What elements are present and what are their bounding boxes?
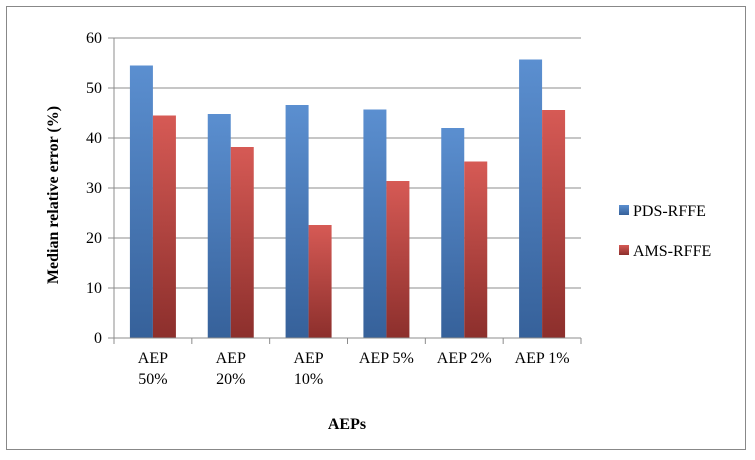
x-tick-labels: AEP 50% AEP 20% AEP 10% AEP 5% AEP 2% AEP 1%	[138, 350, 570, 388]
bar-ams-rffe-2	[308, 225, 332, 338]
x-tick-label: 20%	[216, 371, 245, 388]
x-tick-label: AEP	[216, 350, 246, 367]
bar-pds-rffe-2	[285, 105, 309, 338]
x-tick-label: 10%	[294, 371, 323, 388]
x-tick-label: AEP 1%	[515, 350, 570, 367]
gridlines	[108, 37, 581, 339]
x-tick-label: AEP	[293, 350, 323, 367]
y-tick-label: 20	[86, 230, 102, 247]
y-axis-title: Median relative error (%)	[45, 106, 62, 284]
bar-pds-rffe-4	[441, 128, 465, 338]
legend-label-ams-rffe: AMS-RFFE	[633, 243, 711, 260]
x-tick-label: AEP 2%	[437, 350, 492, 367]
bar-ams-rffe-1	[230, 147, 254, 338]
y-tick-label: 40	[86, 130, 102, 147]
y-tick-label: 0	[94, 330, 102, 347]
y-tick-label: 50	[86, 80, 102, 97]
legend-label-pds-rffe: PDS-RFFE	[633, 203, 706, 220]
x-tick-label: AEP	[138, 350, 168, 367]
bar-pds-rffe-1	[207, 114, 231, 338]
x-tick-label: 50%	[138, 371, 167, 388]
legend: PDS-RFFE AMS-RFFE	[619, 203, 711, 260]
y-tick-label: 10	[86, 280, 102, 297]
legend-swatch-pds-rffe	[619, 205, 629, 215]
bar-pds-rffe-5	[519, 59, 543, 338]
y-tick-label: 60	[86, 30, 102, 47]
bar-ams-rffe-0	[152, 115, 176, 338]
bar-ams-rffe-4	[464, 161, 488, 338]
bar-pds-rffe-0	[129, 65, 153, 338]
bars	[129, 59, 566, 338]
bar-pds-rffe-3	[363, 109, 387, 338]
bar-ams-rffe-5	[542, 110, 566, 338]
x-tick-label: AEP 5%	[359, 350, 414, 367]
legend-swatch-ams-rffe	[619, 245, 629, 255]
y-tick-labels: 0 10 20 30 40 50 60	[86, 30, 102, 347]
axes	[113, 38, 582, 344]
y-tick-label: 30	[86, 180, 102, 197]
bar-ams-rffe-3	[386, 181, 410, 338]
x-axis-title: AEPs	[328, 416, 366, 433]
